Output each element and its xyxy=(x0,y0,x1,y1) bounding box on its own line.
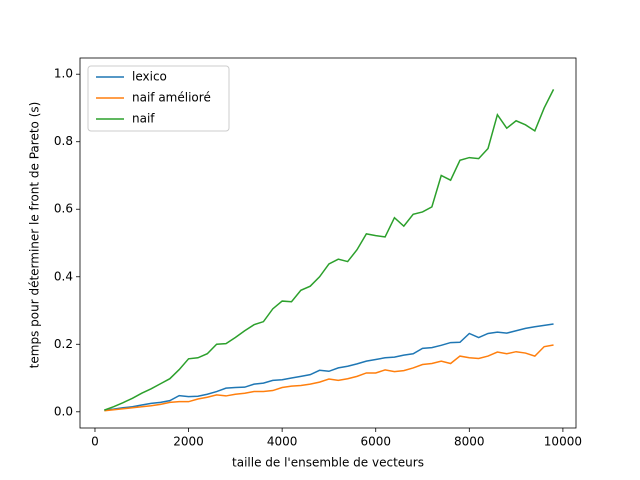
legend-box xyxy=(87,65,230,132)
x-axis-label: taille de l'ensemble de vecteurs xyxy=(232,456,424,470)
data-line xyxy=(104,323,554,411)
y-tick-label: 0.0 xyxy=(54,404,73,418)
y-axis-label: temps pour déterminer le front de Pareto… xyxy=(28,102,42,369)
x-tick-label: 4000 xyxy=(267,435,298,449)
x-tick-label: 10000 xyxy=(544,435,582,449)
y-tick-label: 0.8 xyxy=(54,134,73,148)
y-tick-label: 0.2 xyxy=(54,337,73,351)
legend-label: naif xyxy=(132,112,155,126)
legend-label: lexico xyxy=(132,70,167,84)
y-tick-label: 0.4 xyxy=(54,269,73,283)
x-tick-label: 8000 xyxy=(454,435,485,449)
x-tick-label: 2000 xyxy=(173,435,204,449)
x-tick-label: 6000 xyxy=(360,435,391,449)
legend-label: naif amélioré xyxy=(132,91,211,105)
data-line xyxy=(104,344,554,412)
y-tick-label: 0.6 xyxy=(54,202,73,216)
x-tick-label: 0 xyxy=(91,435,99,449)
y-tick-label: 1.0 xyxy=(54,67,73,81)
data-line xyxy=(104,89,555,411)
plot-frame xyxy=(79,57,577,429)
